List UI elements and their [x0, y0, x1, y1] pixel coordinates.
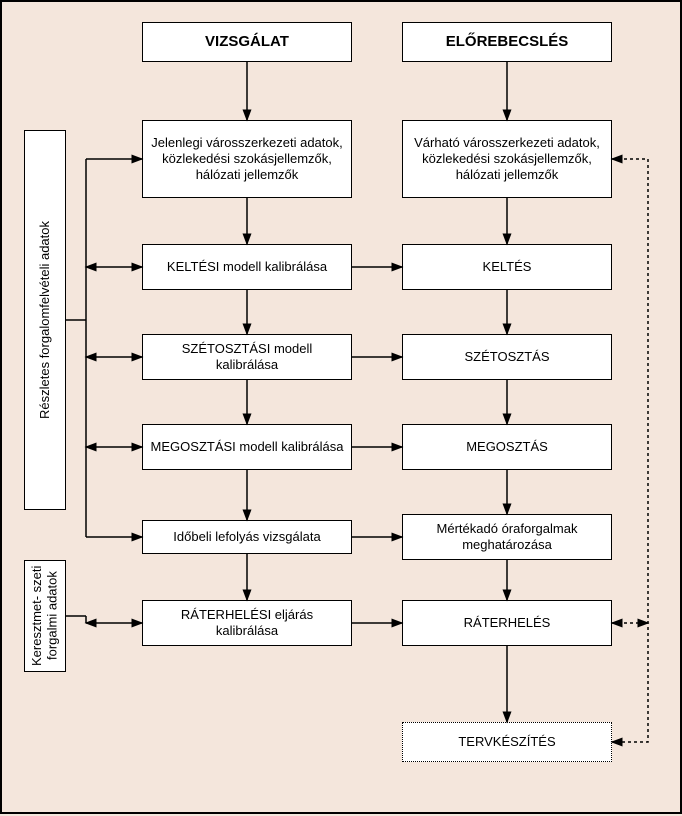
node-megosztas: MEGOSZTÁS: [402, 424, 612, 470]
header-left: VIZSGÁLAT: [142, 22, 352, 62]
sidebar-top-label: Részletes forgalomfelvételi adatok: [37, 221, 53, 419]
node-tervkeszites: TERVKÉSZÍTÉS: [402, 722, 612, 762]
header-right-label: ELŐREBECSLÉS: [446, 33, 569, 52]
sidebar-bottom: Keresztmet- szeti forgalmi adatok: [24, 560, 66, 672]
node-megosztasi-modell: MEGOSZTÁSI modell kalibrálása: [142, 424, 352, 470]
node-idobeli: Időbeli lefolyás vizsgálata: [142, 520, 352, 554]
sidebar-bottom-label: Keresztmet- szeti forgalmi adatok: [29, 561, 60, 671]
flowchart-canvas: Részletes forgalomfelvételi adatok Keres…: [0, 0, 682, 814]
node-szetosztasi-modell: SZÉTOSZTÁSI modell kalibrálása: [142, 334, 352, 380]
header-left-label: VIZSGÁLAT: [205, 33, 289, 52]
node-left-data: Jelenlegi városszerkezeti adatok, közlek…: [142, 120, 352, 198]
header-right: ELŐREBECSLÉS: [402, 22, 612, 62]
node-keltesi-modell: KELTÉSI modell kalibrálása: [142, 244, 352, 290]
node-szetosztas: SZÉTOSZTÁS: [402, 334, 612, 380]
node-right-data: Várható városszerkezeti adatok, közleked…: [402, 120, 612, 198]
node-raterheles: RÁTERHELÉS: [402, 600, 612, 646]
node-keltes: KELTÉS: [402, 244, 612, 290]
node-raterhelesi-eljaras: RÁTERHELÉSI eljárás kalibrálása: [142, 600, 352, 646]
node-mertekado: Mértékadó óraforgalmak meghatározása: [402, 514, 612, 560]
sidebar-top: Részletes forgalomfelvételi adatok: [24, 130, 66, 510]
